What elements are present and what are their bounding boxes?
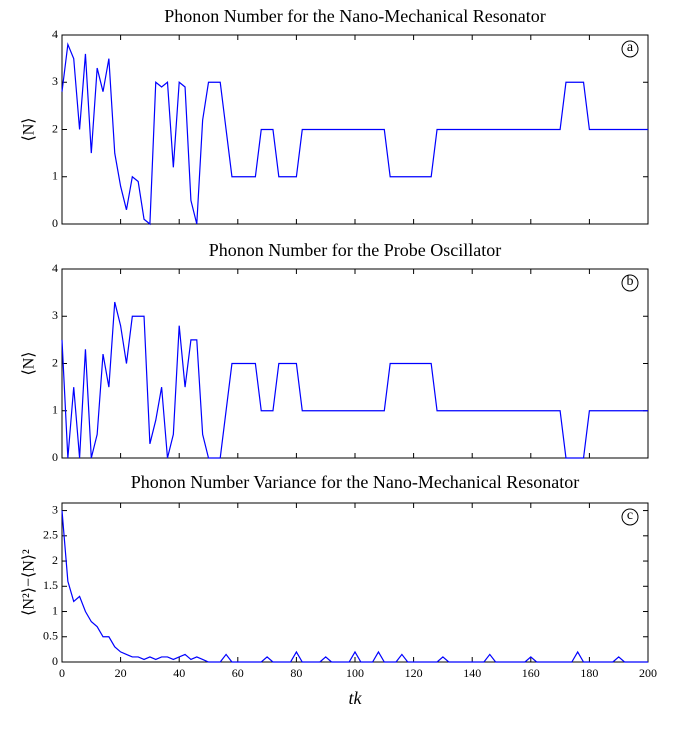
data-line [61,301,648,459]
x-tick-label: 60 [232,666,244,680]
y-tick-label: 2 [52,355,58,369]
y-axis-label: ⟨N²⟩−⟨N⟩² [21,549,38,616]
y-tick-label: 0.5 [43,629,58,643]
y-axis-label: ⟨N⟩ [21,117,38,141]
y-tick-label: 2 [52,553,58,567]
annotation-circle [621,508,639,526]
x-tick-label: 140 [463,666,481,680]
y-tick-label: 0 [52,450,58,464]
annotation: b [627,274,634,289]
y-tick-label: 1 [52,603,58,617]
x-tick-label: 40 [173,666,185,680]
x-tick-label: 80 [290,666,302,680]
y-tick-label: 3 [52,308,58,322]
chart-title: Phonon Number for the Probe Oscillator [209,240,501,260]
x-axis-label: tk [349,688,363,708]
y-tick-label: 1.5 [43,578,58,592]
x-tick-label: 120 [405,666,423,680]
y-tick-label: 1 [52,403,58,417]
annotation: c [627,508,633,523]
x-tick-label: 180 [580,666,598,680]
x-tick-label: 20 [115,666,127,680]
annotation: a [627,40,634,55]
y-tick-label: 3 [52,74,58,88]
y-tick-label: 2.5 [43,528,58,542]
y-tick-label: 4 [52,261,58,275]
y-tick-label: 1 [52,169,58,183]
x-tick-label: 200 [639,666,657,680]
y-axis-label: ⟨N⟩ [21,351,38,375]
x-tick-label: 0 [59,666,65,680]
plot-frame [61,502,649,663]
y-tick-label: 4 [52,27,58,41]
y-tick-label: 3 [52,502,58,516]
y-tick-label: 2 [52,121,58,135]
data-line [61,510,648,663]
y-tick-label: 0 [52,216,58,230]
x-tick-label: 160 [522,666,540,680]
y-tick-label: 0 [52,654,58,668]
x-tick-label: 100 [346,666,364,680]
plot-frame [61,268,649,459]
annotation-circle [621,274,639,292]
chart-title: Phonon Number for the Nano-Mechanical Re… [164,6,545,26]
chart-title: Phonon Number Variance for the Nano-Mech… [131,472,580,492]
annotation-circle [621,40,639,58]
data-line [61,42,648,226]
